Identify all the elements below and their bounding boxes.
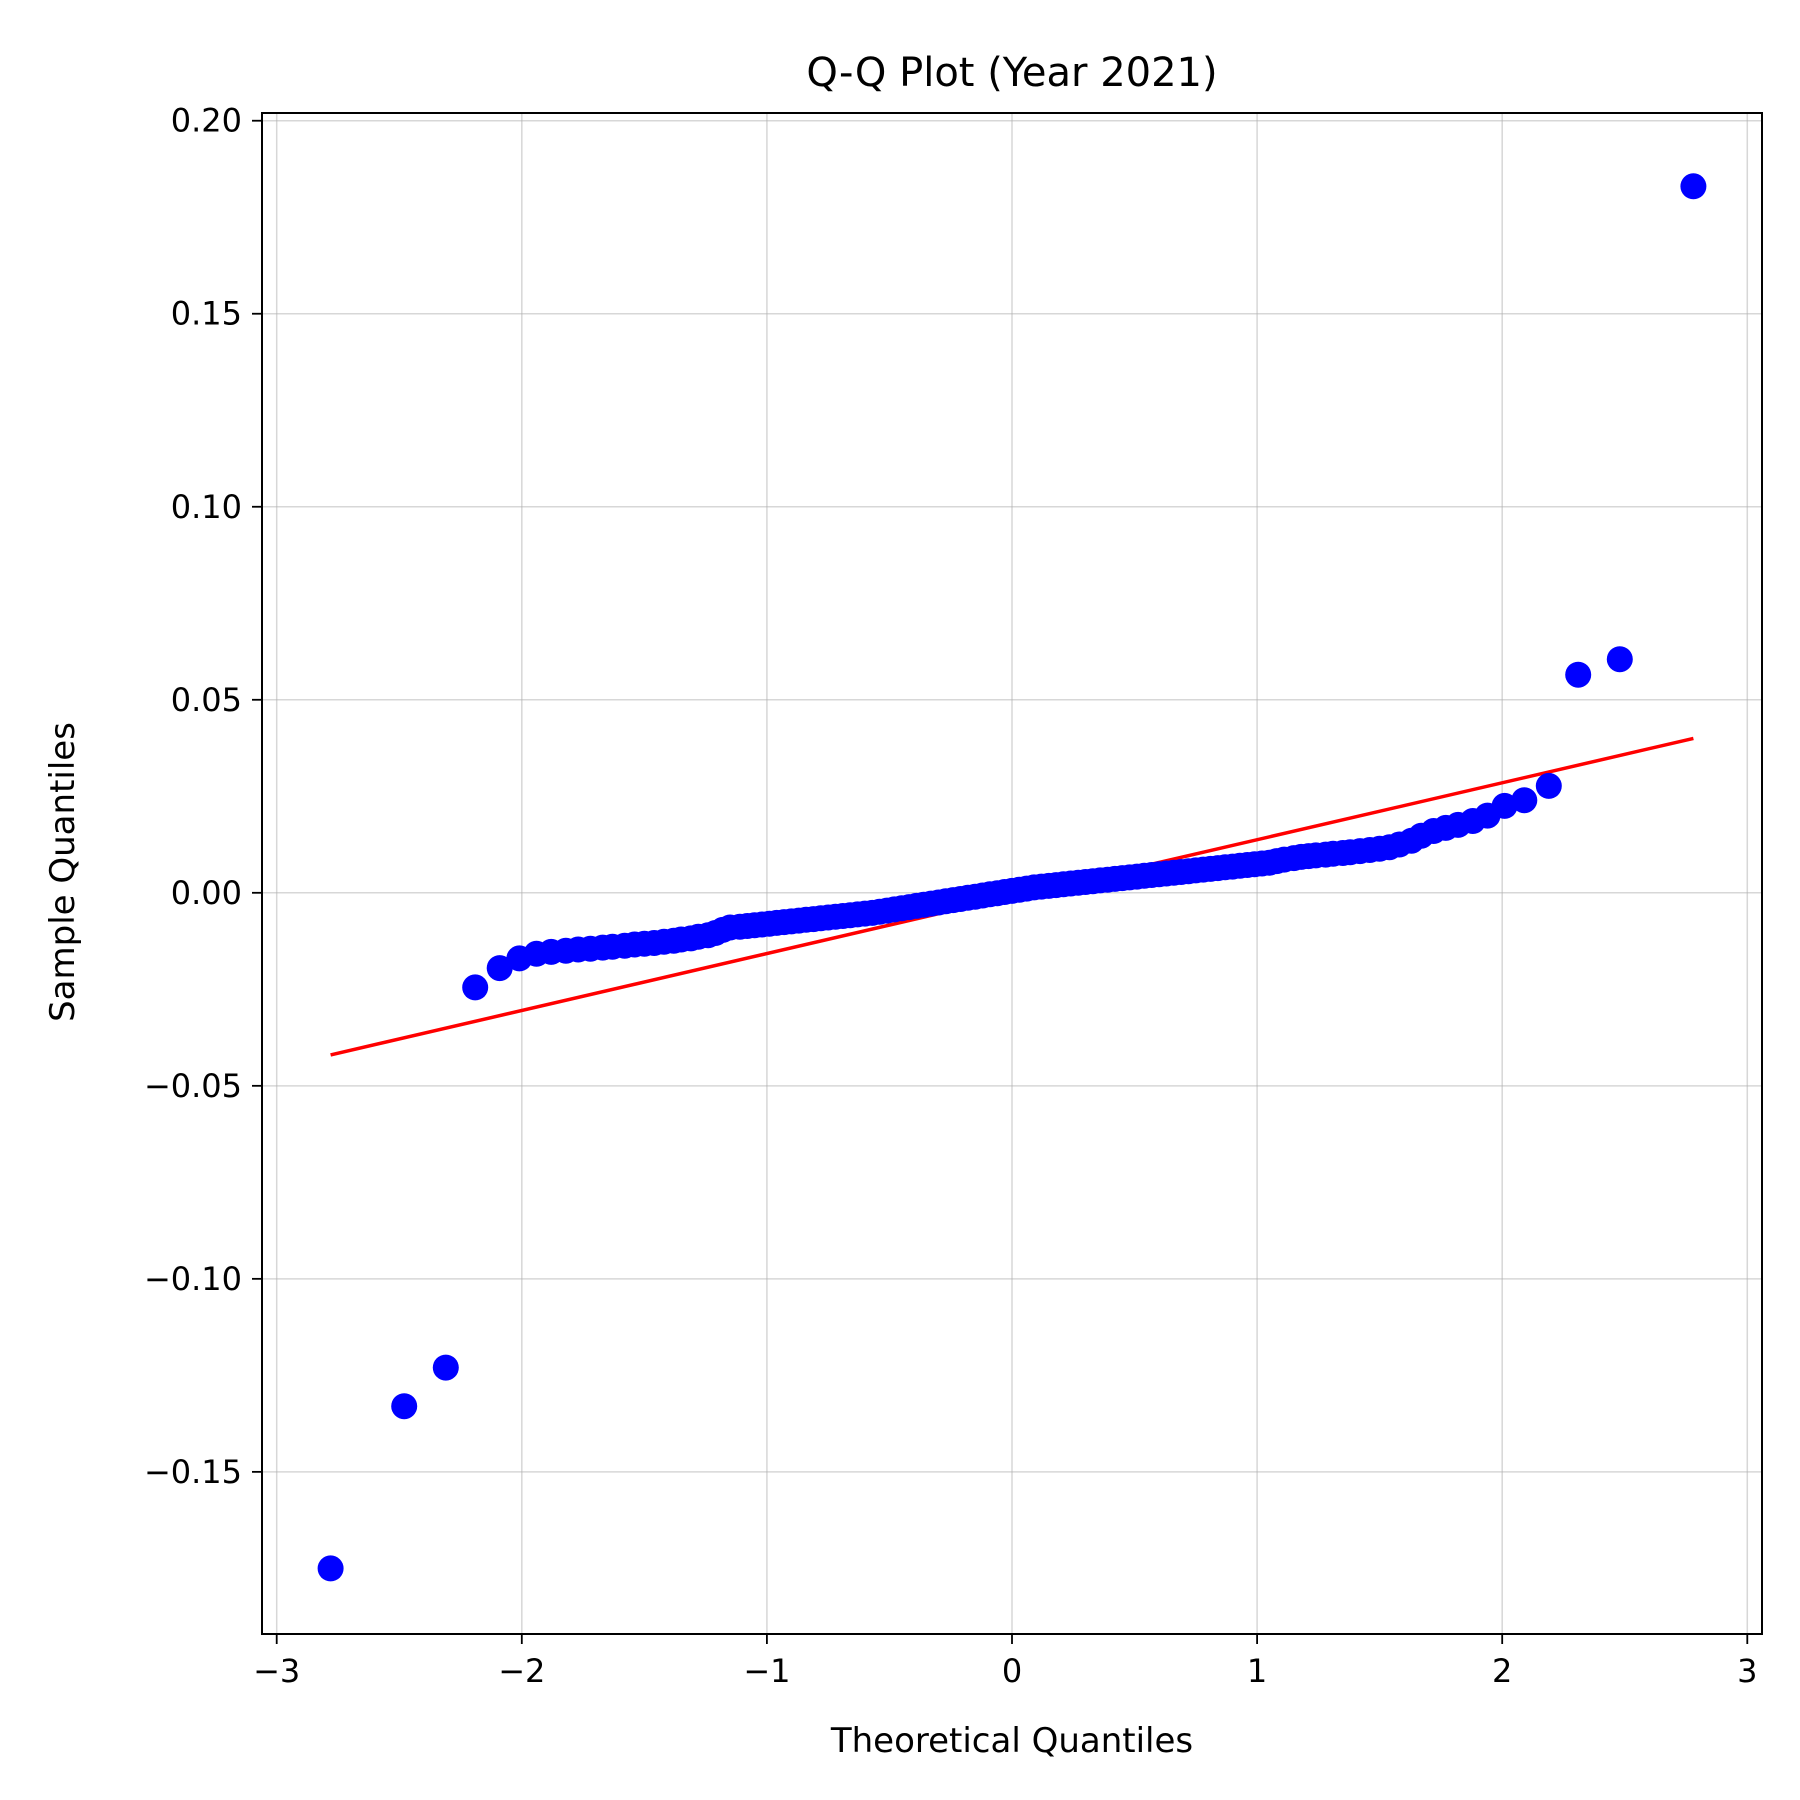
y-axis-ticks: −0.15 −0.10 −0.05 0.00 0.05 0.10 0.15 0.20 — [144, 102, 262, 1491]
data-point — [317, 1555, 344, 1582]
x-tick-label: −3 — [253, 1652, 300, 1690]
y-axis-label: Sample Quantiles — [43, 722, 83, 1022]
data-point — [432, 1354, 459, 1381]
data-point — [391, 1393, 418, 1420]
x-tick-label: 2 — [1492, 1652, 1512, 1690]
y-tick-label: 0.10 — [171, 488, 242, 526]
data-point — [486, 955, 513, 982]
x-axis-label: Theoretical Quantiles — [830, 1721, 1193, 1761]
x-tick-label: 3 — [1737, 1652, 1757, 1690]
x-tick-label: 1 — [1247, 1652, 1267, 1690]
data-point — [462, 974, 489, 1001]
x-tick-label: −1 — [743, 1652, 790, 1690]
data-point — [1680, 173, 1707, 200]
y-tick-label: 0.15 — [171, 295, 242, 333]
x-tick-label: −2 — [498, 1652, 545, 1690]
y-tick-label: 0.00 — [171, 874, 242, 912]
x-axis-ticks: −3 −2 −1 0 1 2 3 — [253, 1634, 1757, 1690]
data-point — [1565, 661, 1592, 688]
data-point — [1491, 792, 1518, 819]
y-tick-label: −0.05 — [144, 1067, 242, 1105]
y-tick-label: 0.05 — [171, 681, 242, 719]
data-point — [1511, 787, 1538, 814]
y-tick-label: −0.10 — [144, 1260, 242, 1298]
y-tick-label: 0.20 — [171, 102, 242, 140]
chart-title: Q-Q Plot (Year 2021) — [806, 50, 1217, 96]
data-point — [1606, 646, 1633, 673]
y-tick-label: −0.15 — [144, 1453, 242, 1491]
data-point — [1535, 772, 1562, 799]
x-tick-label: 0 — [1002, 1652, 1022, 1690]
sample-points — [317, 173, 1707, 1582]
